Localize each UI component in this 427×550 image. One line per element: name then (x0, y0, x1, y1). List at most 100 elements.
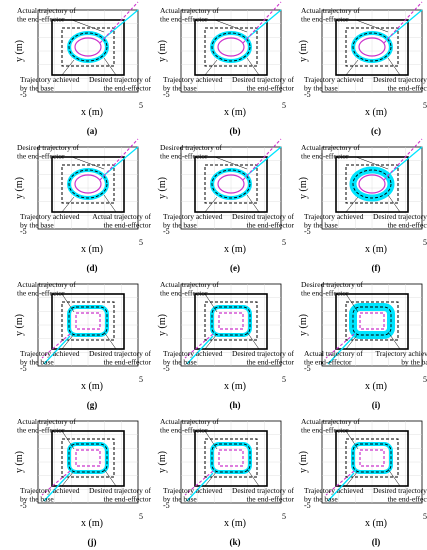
x-axis-label: x (m) (81, 244, 103, 255)
callout-actual-line: Actual trajectory of (17, 417, 76, 426)
y-axis-label: y (m) (14, 40, 25, 62)
desired-approach-path (184, 333, 214, 359)
dashed-boundary (345, 301, 399, 341)
dashed-boundary (61, 301, 115, 341)
callout-actual-line: the end-effector (301, 426, 349, 435)
x-tick-label-min: -5 (304, 364, 311, 373)
desired-trajectory (75, 312, 101, 330)
x-axis-label: x (m) (224, 244, 246, 255)
panel-label: (h) (230, 400, 241, 410)
base-trajectory (211, 32, 251, 62)
callout-desired_bottom-line: Desired trajectory of (373, 486, 427, 495)
callout-base-line: Trajectory achieved (163, 486, 223, 495)
callout-actual-line: the end-effector (301, 152, 349, 161)
desired-trajectory (218, 449, 244, 467)
callout-base-line: Trajectory achieved (304, 486, 364, 495)
x-tick-label-min: -5 (163, 364, 170, 373)
workspace-frame (51, 19, 125, 76)
desired-approach-path (99, 138, 139, 181)
desired-approach-path (99, 1, 139, 44)
callout-desired_bottom-line: Desired trajectory of (373, 75, 427, 84)
dashed-boundary (204, 27, 258, 67)
callout-base-line: by the base (163, 495, 197, 504)
desired-approach-path (242, 1, 282, 44)
callout-leader (345, 59, 359, 76)
base-trajectory (352, 169, 392, 199)
y-axis-label: y (m) (157, 451, 168, 473)
x-axis-label: x (m) (81, 107, 103, 118)
desired-trajectory (74, 37, 102, 57)
callout-leader (345, 470, 359, 487)
y-axis-label: y (m) (14, 314, 25, 336)
workspace-frame (335, 156, 409, 213)
callout-desired_bottom-line: Desired trajectory of (373, 212, 427, 221)
x-tick-label-max: 5 (139, 101, 143, 110)
callout-leader (103, 331, 117, 350)
callout-actual_bottom-line: Actual trajectory of (92, 212, 151, 221)
callout-desired_bottom-line: Desired trajectory of (89, 75, 152, 84)
callout-desired_bottom-line: the end-effector (103, 358, 151, 367)
callout-desired_bottom-line: the end-effector (246, 495, 294, 504)
x-tick-label-min: -5 (304, 90, 311, 99)
callout-actual-line: the end-effector (17, 15, 65, 24)
x-tick-label-max: 5 (423, 375, 427, 384)
x-tick-label-min: -5 (163, 501, 170, 510)
dashed-boundary (345, 27, 399, 67)
callout-leader (103, 194, 117, 213)
desired-trajectory (358, 37, 386, 57)
callout-leader (204, 470, 218, 487)
callout-base-line: Trajectory achieved (20, 75, 80, 84)
callout-desired_bottom-line: the end-effector (103, 84, 151, 93)
callout-desired_bottom-line: the end-effector (246, 358, 294, 367)
callout-desired-line: Desired trajectory of (17, 143, 80, 152)
dashed-boundary (345, 438, 399, 478)
x-axis-label: x (m) (81, 381, 103, 392)
desired-approach-path (41, 333, 71, 359)
x-tick-label-min: -5 (304, 227, 311, 236)
y-axis-label: y (m) (14, 451, 25, 473)
base-trajectory (211, 443, 251, 473)
callout-leader (387, 194, 401, 213)
base-trajectory (68, 32, 108, 62)
callout-leader (61, 196, 75, 213)
callout-actual-line: Actual trajectory of (160, 6, 219, 15)
desired-trajectory (359, 312, 385, 330)
desired-trajectory (75, 449, 101, 467)
callout-base-line: by the base (163, 221, 197, 230)
callout-leader (214, 19, 248, 33)
panel-label: (k) (230, 537, 241, 547)
workspace-frame (335, 430, 409, 487)
callout-base-line: Trajectory achieved (163, 75, 223, 84)
y-axis-label: y (m) (157, 314, 168, 336)
callout-desired_bottom-line: the end-effector (246, 221, 294, 230)
panel-label: (d) (87, 263, 98, 273)
x-axis-label: x (m) (81, 518, 103, 529)
actual-approach-path (186, 472, 214, 502)
x-axis-label: x (m) (365, 381, 387, 392)
callout-desired-line: Desired trajectory of (301, 280, 364, 289)
panel-label: (g) (87, 400, 98, 410)
x-axis-label: x (m) (224, 518, 246, 529)
callout-leader (204, 196, 218, 213)
y-axis-label: y (m) (298, 40, 309, 62)
callout-desired_bottom-line: Desired trajectory of (89, 349, 152, 358)
callout-actual_bottom-line: the end-effector (304, 358, 352, 367)
desired-approach-path (41, 470, 71, 496)
callout-leader (387, 57, 401, 76)
